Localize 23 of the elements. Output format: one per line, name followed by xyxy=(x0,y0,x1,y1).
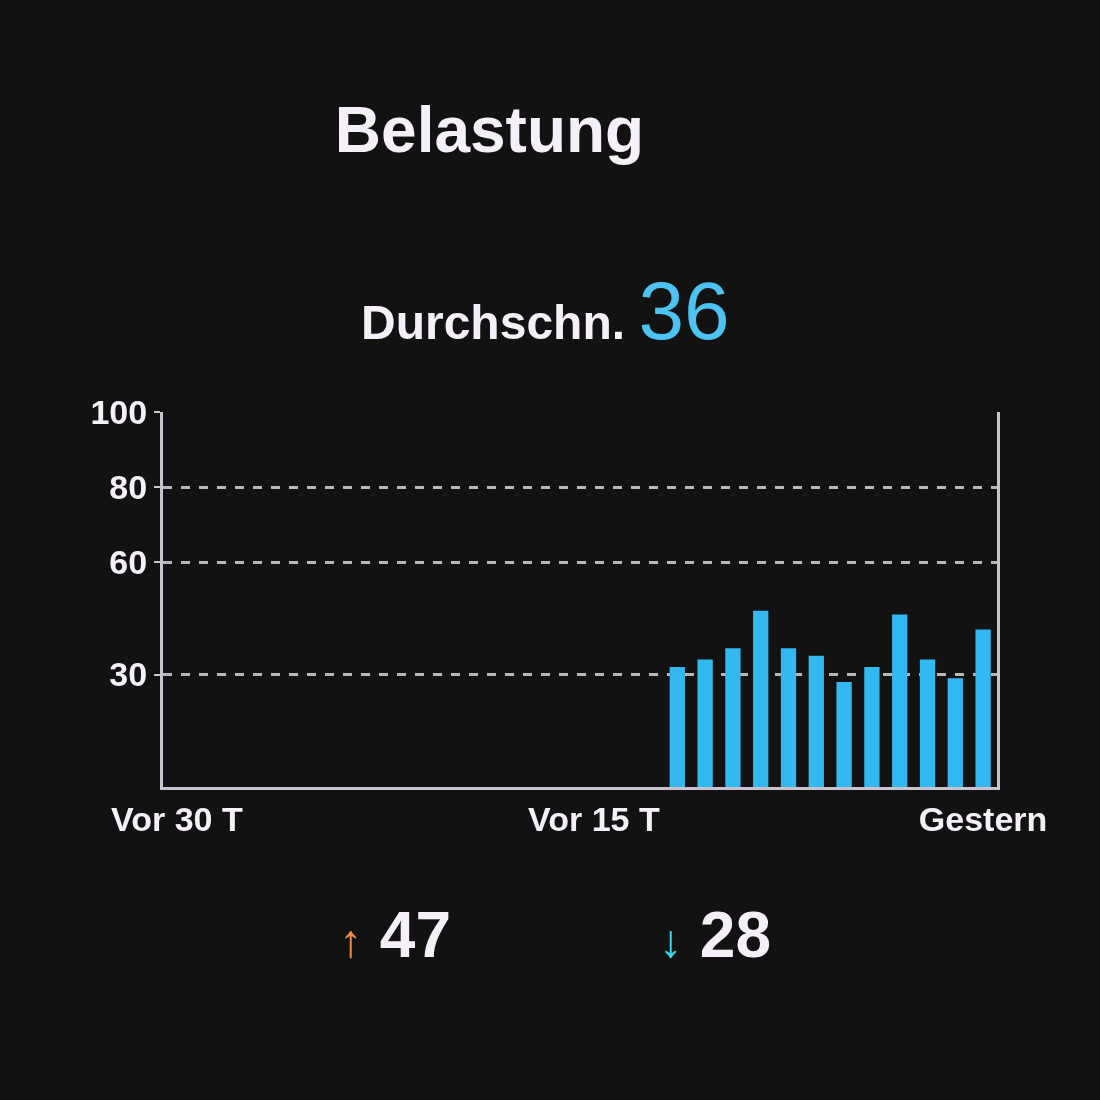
x-tick-label: Vor 15 T xyxy=(528,799,660,838)
bar xyxy=(808,655,824,787)
bar xyxy=(725,648,741,787)
y-tick-label: 100 xyxy=(90,392,148,431)
x-tick-label: Gestern xyxy=(918,799,1048,838)
chart-title: Belastung xyxy=(334,94,645,167)
bar xyxy=(836,682,852,787)
text: ↓ 28 xyxy=(659,899,771,971)
y-tick-label: 60 xyxy=(109,542,148,581)
x-tick-label: Vor 30 T xyxy=(111,799,243,838)
bar xyxy=(780,648,797,787)
bar xyxy=(669,667,685,787)
bar xyxy=(947,678,963,787)
bar xyxy=(864,667,880,787)
text: ↑ 47 xyxy=(339,899,451,971)
bar xyxy=(753,610,769,787)
bar xyxy=(892,614,908,787)
y-tick-label: 30 xyxy=(109,655,148,694)
bar xyxy=(975,629,991,787)
chart-subtitle: Durchschn. 36 xyxy=(361,265,730,356)
bar xyxy=(919,659,936,787)
y-tick-label: 80 xyxy=(109,467,148,506)
bar xyxy=(697,659,713,787)
